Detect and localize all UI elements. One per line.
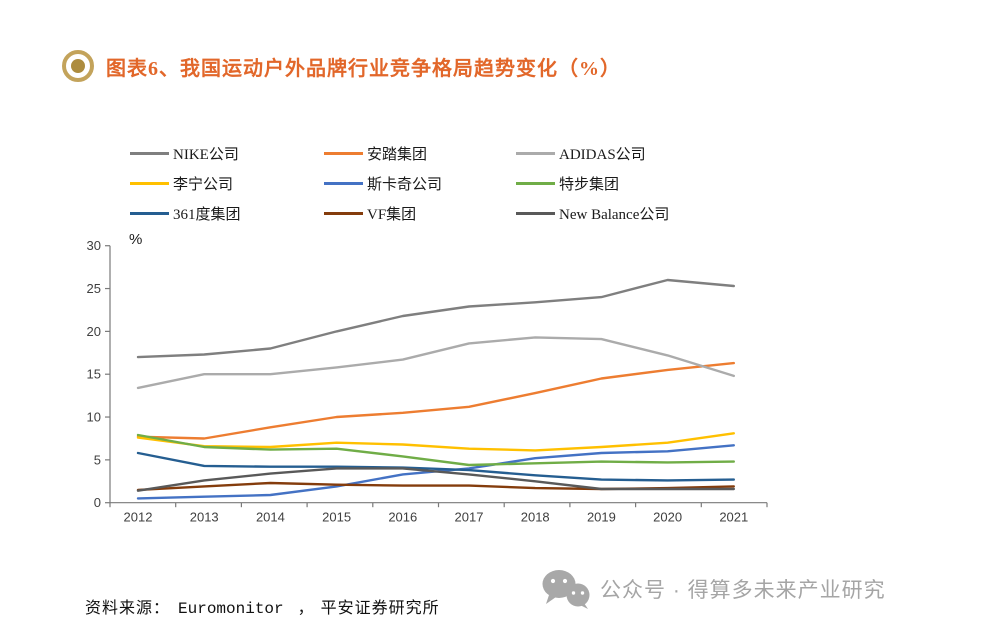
series-line-8: [136, 467, 735, 492]
x-tick-label: 2016: [388, 510, 417, 525]
y-tick-label: 30: [87, 238, 101, 253]
legend-label: 特步集团: [559, 176, 620, 193]
y-tick-label: 0: [94, 495, 101, 510]
y-tick-label: 10: [87, 410, 101, 425]
watermark: 公众号 · 得算多未来产业研究: [540, 568, 886, 610]
legend-swatch: [516, 211, 555, 215]
y-tick-label: 25: [87, 281, 101, 296]
wechat-icon: [542, 570, 590, 609]
series-line-0: [136, 278, 735, 359]
legend-item-1: 安踏集团: [324, 138, 516, 168]
bullet-target-icon: [62, 50, 94, 82]
legend-item-5: 特步集团: [516, 168, 770, 198]
legend-swatch: [516, 181, 555, 185]
source-publisher: 平安证券研究所: [320, 600, 440, 617]
legend-label: NIKE公司: [173, 146, 239, 163]
x-tick-label: 2017: [455, 510, 484, 525]
figure-header: 图表6、我国运动户外品牌行业竞争格局趋势变化（%）: [62, 50, 621, 82]
legend-item-8: New Balance公司: [516, 198, 770, 228]
x-tick-label: 2015: [322, 510, 351, 525]
x-tick-label: 2018: [521, 510, 550, 525]
watermark-text: 公众号 · 得算多未来产业研究: [600, 579, 886, 602]
series-line-5: [136, 433, 735, 467]
series-line-2: [136, 336, 735, 390]
x-tick-label: 2020: [653, 510, 682, 525]
legend-swatch: [130, 151, 169, 155]
y-axis-unit-label: %: [129, 231, 142, 248]
legend-item-7: VF集团: [324, 198, 516, 228]
legend-swatch: [130, 211, 169, 215]
legend-item-4: 斯卡奇公司: [324, 168, 516, 198]
line-chart: 0 5 10 15 20 25 30 2012 2013 2014 2015 2016 2017 2018…: [87, 231, 768, 525]
legend-label: ADIDAS公司: [559, 146, 646, 163]
legend-item-2: ADIDAS公司: [516, 138, 770, 168]
series-line-3: [136, 432, 735, 452]
legend-swatch: [324, 211, 363, 215]
legend-item-6: 361度集团: [130, 198, 324, 228]
legend-label: 李宁公司: [173, 176, 234, 193]
legend-label: New Balance公司: [559, 206, 670, 223]
legend-label: 斯卡奇公司: [367, 176, 443, 193]
x-tick-label: 2012: [124, 510, 153, 525]
x-tick-label: 2021: [719, 510, 748, 525]
series-line-1: [136, 361, 735, 440]
source-note: 资料来源： Euromonitor ， 平安证券研究所: [85, 594, 440, 618]
bullet-target-icon-center: [71, 59, 85, 73]
legend-swatch: [130, 181, 169, 185]
legend-swatch: [324, 181, 363, 185]
y-tick-label: 5: [94, 452, 101, 467]
legend-label: 安踏集团: [367, 146, 428, 163]
x-tick-label: 2013: [190, 510, 219, 525]
legend-swatch: [516, 151, 555, 155]
source-separator: ，: [297, 600, 315, 617]
source-prefix: 资料来源：: [85, 600, 171, 617]
legend-item-0: NIKE公司: [130, 138, 324, 168]
x-tick-label: 2014: [256, 510, 285, 525]
legend-label: 361度集团: [173, 206, 241, 223]
chart-legend: NIKE公司 安踏集团 ADIDAS公司李宁公司 斯卡奇公司 特步集团 361度集团 VF集…: [130, 138, 770, 228]
series-line-6: [136, 451, 735, 482]
legend-item-3: 李宁公司: [130, 168, 324, 198]
figure-title: 图表6、我国运动户外品牌行业竞争格局趋势变化（%）: [106, 57, 621, 80]
y-tick-label: 15: [87, 367, 101, 382]
x-tick-label: 2019: [587, 510, 616, 525]
legend-swatch: [324, 151, 363, 155]
legend-label: VF集团: [367, 206, 417, 223]
source-name: Euromonitor: [178, 600, 284, 618]
y-tick-label: 20: [87, 324, 101, 339]
